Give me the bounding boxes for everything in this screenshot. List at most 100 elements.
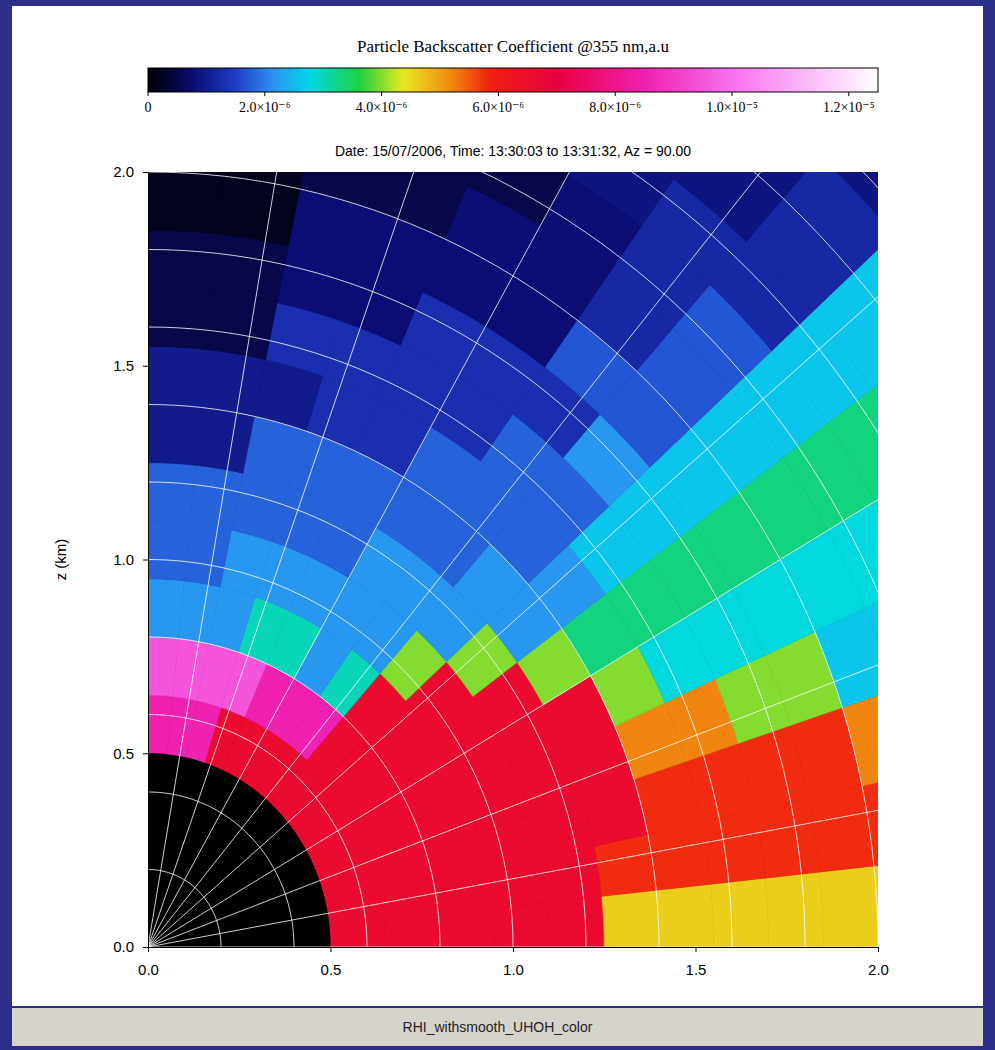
colorbar-tick-label: 1.0×10⁻⁵ <box>706 100 758 115</box>
cell <box>184 523 231 587</box>
elevation-ray <box>148 172 510 947</box>
colorbar-tick-label: 8.0×10⁻⁶ <box>589 100 641 115</box>
cell <box>862 774 878 866</box>
cell <box>755 798 820 878</box>
y-axis-line <box>143 173 149 948</box>
colorbar-tick <box>264 92 265 96</box>
elevation-ray <box>148 172 828 947</box>
cell <box>148 695 173 754</box>
cell <box>148 230 219 292</box>
tick-mark <box>696 947 697 952</box>
cell <box>706 172 820 198</box>
cell <box>148 405 201 466</box>
tick-label: 2.0 <box>868 961 889 978</box>
x-axis: 0.0 0.5 1.0 1.5 2.0 <box>138 947 889 978</box>
tick: 0.5 <box>321 947 342 978</box>
cell <box>148 172 224 234</box>
colorbar-tick <box>732 92 733 96</box>
plot-area <box>148 172 878 947</box>
tick: 2.0 <box>113 163 148 180</box>
cell <box>148 463 196 523</box>
cell <box>656 884 714 947</box>
cell <box>711 878 769 947</box>
cell <box>196 407 255 473</box>
y-axis-title: z (km) <box>52 539 69 581</box>
tick-mark <box>143 366 148 367</box>
cell <box>190 465 243 530</box>
cell <box>438 909 494 947</box>
tick-label: 2.0 <box>113 163 134 180</box>
tick-mark <box>513 947 514 952</box>
tick-mark <box>143 172 148 173</box>
tick-label: 1.0 <box>503 961 524 978</box>
cell <box>467 172 568 225</box>
tick: 0.0 <box>113 938 148 955</box>
tick: 1.0 <box>503 947 524 978</box>
title: Date: 15/07/2006, Time: 13:30:03 to 13:3… <box>335 143 691 159</box>
cell <box>595 172 706 179</box>
page: RHI_withsmooth_UHOH_color 0.0 0.5 1.0 1.5 2.0… <box>0 0 995 1050</box>
y-axis: 0.0 0.5 1.0 1.5 2.0 <box>113 163 148 955</box>
colorbar-tick-label: 1.2×10⁻⁵ <box>823 100 875 115</box>
panel <box>12 6 983 1006</box>
cell <box>568 172 674 226</box>
elevation-ray <box>148 172 677 947</box>
colorbar-tick <box>148 92 149 96</box>
cell <box>391 172 490 186</box>
cell <box>493 902 550 947</box>
tick-label: 1.0 <box>113 551 134 568</box>
cell <box>148 288 213 349</box>
colorbar-tick-label: 0 <box>145 100 152 115</box>
cell <box>547 896 604 947</box>
tick-mark <box>143 560 148 561</box>
cell <box>602 890 659 947</box>
colorbar-tick <box>848 92 849 96</box>
cell <box>701 810 765 884</box>
cell <box>213 234 289 303</box>
cell <box>820 172 878 234</box>
elevation-ray <box>148 947 878 948</box>
cell <box>201 350 265 417</box>
caption: RHI_withsmooth_UHOH_color <box>403 1019 593 1035</box>
tick-mark <box>878 947 879 952</box>
cell <box>148 579 184 639</box>
tick: 2.0 <box>868 947 889 978</box>
tick-label: 1.5 <box>686 961 707 978</box>
cell <box>765 872 823 947</box>
elevation-ray <box>148 172 332 947</box>
colorbar-tick <box>381 92 382 96</box>
cell <box>489 172 595 175</box>
tick-mark <box>143 947 148 948</box>
colorbar-title: Particle Backscatter Coefficient @355 nm… <box>357 37 669 56</box>
tick: 0.5 <box>113 745 148 762</box>
tick: 1.5 <box>113 357 148 374</box>
tick-label: 0.5 <box>113 745 134 762</box>
cell <box>179 581 221 644</box>
cell <box>148 346 207 407</box>
cell <box>207 292 277 360</box>
elevation-ray <box>148 385 878 947</box>
tick-mark <box>143 753 148 754</box>
tick-label: 0.5 <box>321 961 342 978</box>
cell <box>148 521 190 581</box>
frame <box>0 0 995 1050</box>
cell <box>224 172 311 189</box>
elevation-ray <box>148 225 878 947</box>
tick-label: 0.0 <box>113 938 134 955</box>
cell <box>148 637 179 697</box>
x-axis-line <box>149 948 879 953</box>
tick-label: 0.0 <box>138 961 159 978</box>
colorbar-tick-label: 6.0×10⁻⁶ <box>473 100 525 115</box>
elevation-ray <box>148 563 878 947</box>
tick: 1.5 <box>686 947 707 978</box>
caption-bar <box>12 1008 983 1046</box>
colorbar <box>148 68 878 92</box>
cell <box>300 172 391 210</box>
tick: 0.0 <box>138 947 159 978</box>
colorbar-tick <box>498 92 499 96</box>
colorbar-tick-label: 2.0×10⁻⁶ <box>239 100 291 115</box>
tick: 1.0 <box>113 551 148 568</box>
colorbar-tick-label: 4.0×10⁻⁶ <box>356 100 408 115</box>
tick-label: 1.5 <box>113 357 134 374</box>
colorbar-tick <box>615 92 616 96</box>
